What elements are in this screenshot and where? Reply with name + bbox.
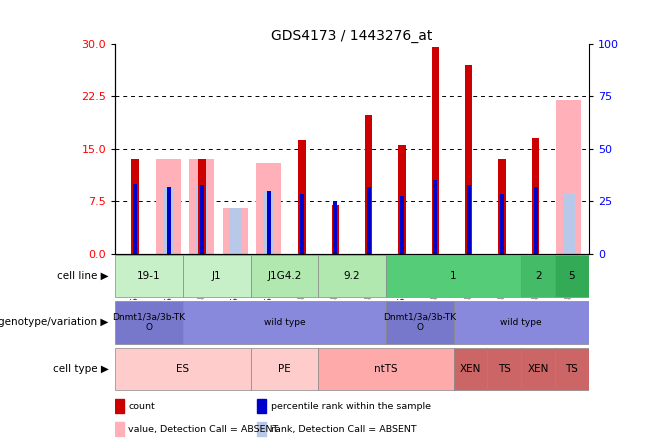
Bar bbox=[398, 145, 406, 254]
Bar bbox=[563, 194, 574, 254]
Text: XEN: XEN bbox=[528, 364, 549, 374]
Bar bbox=[166, 187, 170, 254]
Text: genotype/variation ▶: genotype/variation ▶ bbox=[0, 317, 109, 327]
Bar bbox=[300, 194, 304, 254]
Bar bbox=[256, 163, 281, 254]
Text: TS: TS bbox=[498, 364, 511, 374]
Bar bbox=[488, 348, 521, 390]
Text: percentile rank within the sample: percentile rank within the sample bbox=[270, 402, 430, 411]
Bar bbox=[532, 138, 539, 254]
Text: ntTS: ntTS bbox=[374, 364, 397, 374]
Text: value, Detection Call = ABSENT: value, Detection Call = ABSENT bbox=[128, 425, 279, 434]
Text: rank, Detection Call = ABSENT: rank, Detection Call = ABSENT bbox=[270, 425, 416, 434]
Bar bbox=[334, 201, 338, 254]
Bar bbox=[557, 99, 582, 254]
Text: wild type: wild type bbox=[501, 318, 542, 327]
Text: 5: 5 bbox=[569, 271, 575, 281]
Bar bbox=[298, 140, 306, 254]
Text: ES: ES bbox=[176, 364, 190, 374]
Bar bbox=[163, 187, 174, 254]
Text: wild type: wild type bbox=[264, 318, 305, 327]
Bar bbox=[521, 254, 555, 297]
Bar bbox=[133, 184, 137, 254]
Bar bbox=[453, 301, 589, 344]
Text: TS: TS bbox=[566, 364, 578, 374]
Bar bbox=[156, 159, 181, 254]
Bar bbox=[115, 348, 251, 390]
Bar bbox=[400, 196, 404, 254]
Bar bbox=[332, 205, 339, 254]
Text: Dnmt1/3a/3b-TK
O: Dnmt1/3a/3b-TK O bbox=[383, 313, 456, 332]
Text: 19-1: 19-1 bbox=[137, 271, 161, 281]
Text: 1: 1 bbox=[450, 271, 457, 281]
Bar bbox=[257, 422, 266, 436]
Bar bbox=[386, 301, 453, 344]
Bar bbox=[318, 254, 386, 297]
Bar bbox=[500, 194, 504, 254]
Title: GDS4173 / 1443276_at: GDS4173 / 1443276_at bbox=[271, 28, 433, 43]
Bar bbox=[499, 159, 506, 254]
Bar bbox=[251, 348, 318, 390]
Bar bbox=[183, 301, 386, 344]
Text: J1G4.2: J1G4.2 bbox=[267, 271, 301, 281]
Text: XEN: XEN bbox=[460, 364, 481, 374]
Bar bbox=[534, 187, 538, 254]
Text: J1: J1 bbox=[212, 271, 222, 281]
Bar bbox=[196, 185, 208, 254]
Bar bbox=[318, 348, 453, 390]
Bar bbox=[183, 254, 251, 297]
Bar bbox=[223, 208, 248, 254]
Bar bbox=[230, 208, 241, 254]
Bar bbox=[521, 348, 555, 390]
Text: Dnmt1/3a/3b-TK
O: Dnmt1/3a/3b-TK O bbox=[113, 313, 186, 332]
Bar bbox=[263, 190, 274, 254]
Bar bbox=[132, 159, 139, 254]
Bar bbox=[266, 190, 270, 254]
Bar bbox=[115, 422, 124, 436]
Bar bbox=[365, 115, 372, 254]
Bar bbox=[115, 254, 183, 297]
Bar bbox=[198, 159, 205, 254]
Bar bbox=[386, 254, 521, 297]
Bar bbox=[115, 399, 124, 413]
Bar bbox=[200, 185, 204, 254]
Bar bbox=[251, 254, 318, 297]
Text: 2: 2 bbox=[535, 271, 542, 281]
Bar bbox=[367, 187, 370, 254]
Bar bbox=[432, 47, 439, 254]
Bar bbox=[115, 301, 183, 344]
Text: count: count bbox=[128, 402, 155, 411]
Text: PE: PE bbox=[278, 364, 291, 374]
Bar bbox=[453, 348, 488, 390]
Bar bbox=[257, 399, 266, 413]
Bar bbox=[465, 65, 472, 254]
Bar bbox=[555, 254, 589, 297]
Bar bbox=[434, 180, 438, 254]
Bar bbox=[555, 348, 589, 390]
Text: cell line ▶: cell line ▶ bbox=[57, 271, 109, 281]
Bar bbox=[190, 159, 215, 254]
Text: 9.2: 9.2 bbox=[343, 271, 361, 281]
Bar bbox=[467, 185, 471, 254]
Text: cell type ▶: cell type ▶ bbox=[53, 364, 109, 374]
